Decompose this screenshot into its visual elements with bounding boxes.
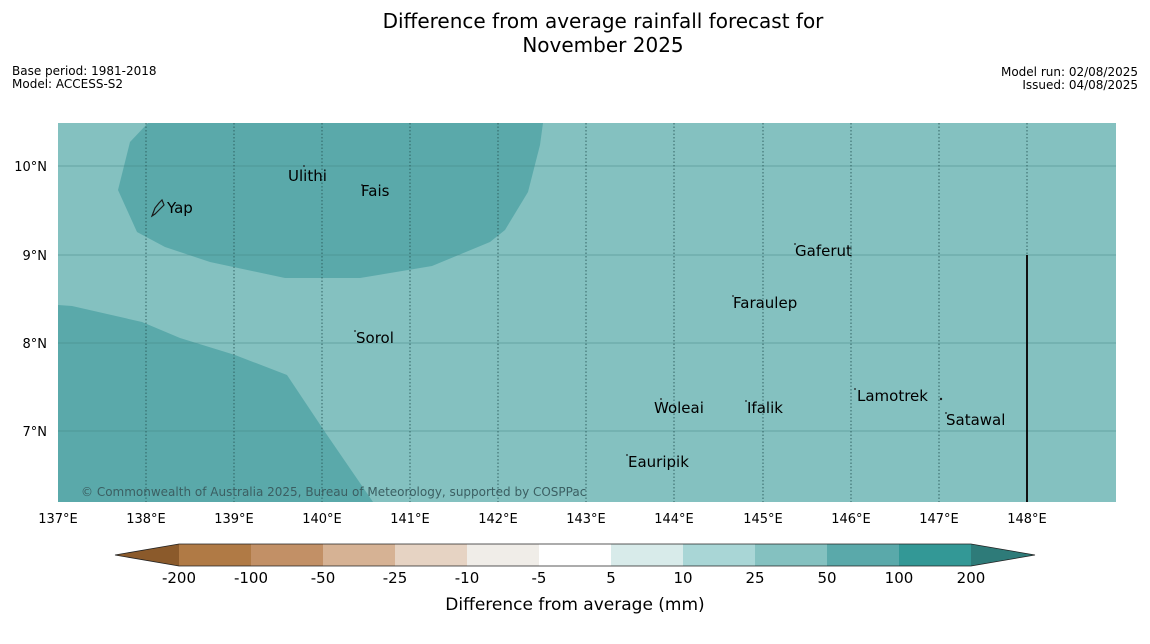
colorbar-label: 25: [745, 569, 764, 587]
colorbar: -200 -100 -50 -25 -10 -5 5 10 25 50 100 …: [114, 543, 1036, 615]
place-label-gaferut: Gaferut: [795, 242, 852, 260]
lon-tick-label: 146°E: [831, 512, 871, 527]
colorbar-outline: [114, 543, 1036, 567]
lat-tick-label: 10°N: [14, 160, 47, 175]
colorbar-swatch: [827, 544, 899, 566]
copyright-notice: © Commonwealth of Australia 2025, Bureau…: [81, 485, 586, 499]
model-name: Model: ACCESS-S2: [12, 77, 124, 91]
colorbar-label: 5: [606, 569, 616, 587]
lon-tick-label: 141°E: [390, 512, 430, 527]
colorbar-title: Difference from average (mm): [445, 595, 704, 615]
place-label-faraulep: Faraulep: [733, 294, 797, 312]
lat-tick-label: 9°N: [23, 249, 48, 264]
lon-tick-label: 145°E: [743, 512, 783, 527]
colorbar-label: 50: [817, 569, 836, 587]
place-label-eauripik: Eauripik: [628, 453, 689, 471]
chart-title: Difference from average rainfall forecas…: [0, 9, 1150, 57]
colorbar-label: 200: [957, 569, 986, 587]
place-label-fais: Fais: [361, 182, 390, 200]
colorbar-swatch: [395, 544, 467, 566]
place-label-satawal: Satawal: [946, 411, 1005, 429]
lon-tick-label: 137°E: [38, 512, 78, 527]
place-label-lamotrek: Lamotrek: [857, 387, 928, 405]
lat-tick-labels: 10°N 9°N 8°N 7°N: [14, 160, 47, 440]
base-period: Base period: 1981-2018: [12, 64, 157, 78]
colorbar-swatch: [755, 544, 827, 566]
colorbar-label: -25: [383, 569, 408, 587]
place-label-ifalik: Ifalik: [747, 399, 783, 417]
lon-tick-labels: 137°E 138°E 139°E 140°E 141°E 142°E 143°…: [38, 512, 1047, 527]
title-line-1: Difference from average rainfall forecas…: [382, 9, 824, 33]
colorbar-extend-high: [971, 544, 1035, 566]
colorbar-extend-low: [115, 544, 179, 566]
colorbar-label: -50: [311, 569, 336, 587]
wetter-region-southwest: [58, 305, 373, 502]
wetter-region-north: [118, 123, 543, 278]
colorbar-label: -10: [455, 569, 480, 587]
lon-tick-label: 142°E: [478, 512, 518, 527]
lon-tick-label: 147°E: [919, 512, 959, 527]
place-label-woleai: Woleai: [654, 399, 704, 417]
place-label-sorol: Sorol: [356, 329, 394, 347]
colorbar-swatch: [539, 544, 611, 566]
meta-right: Model run: 02/08/2025 Issued: 04/08/2025: [1001, 66, 1138, 92]
colorbar-label: 100: [885, 569, 914, 587]
lon-tick-label: 140°E: [302, 512, 342, 527]
title-line-2: November 2025: [522, 33, 684, 57]
lon-tick-label: 139°E: [214, 512, 254, 527]
model-run: Model run: 02/08/2025: [1000, 65, 1138, 79]
colorbar-swatch: [899, 544, 971, 566]
lat-tick-label: 8°N: [23, 337, 48, 352]
place-labels: Yap Ulithi Fais Gaferut Faraulep Sorol W…: [166, 167, 1005, 471]
colorbar-swatch: [683, 544, 755, 566]
place-label-yap: Yap: [166, 199, 193, 217]
colorbar-label: 10: [673, 569, 692, 587]
meta-left: Base period: 1981-2018 Model: ACCESS-S2: [12, 65, 157, 91]
lon-tick-label: 143°E: [566, 512, 606, 527]
lon-tick-label: 138°E: [126, 512, 166, 527]
colorbar-swatch: [251, 544, 323, 566]
lon-tick-label: 144°E: [654, 512, 694, 527]
colorbar-swatch: [611, 544, 683, 566]
yap-island-shape: [150, 198, 165, 218]
island-dots: [303, 165, 947, 456]
lat-tick-label: 7°N: [23, 425, 48, 440]
colorbar-label: -100: [234, 569, 268, 587]
place-label-ulithi: Ulithi: [288, 167, 327, 185]
lon-tick-label: 148°E: [1007, 512, 1047, 527]
colorbar-swatch: [323, 544, 395, 566]
colorbar-swatch: [467, 544, 539, 566]
colorbar-label: -5: [532, 569, 547, 587]
colorbar-label: -200: [162, 569, 196, 587]
colorbar-swatch: [179, 544, 251, 566]
issued-date: Issued: 04/08/2025: [1022, 78, 1138, 92]
